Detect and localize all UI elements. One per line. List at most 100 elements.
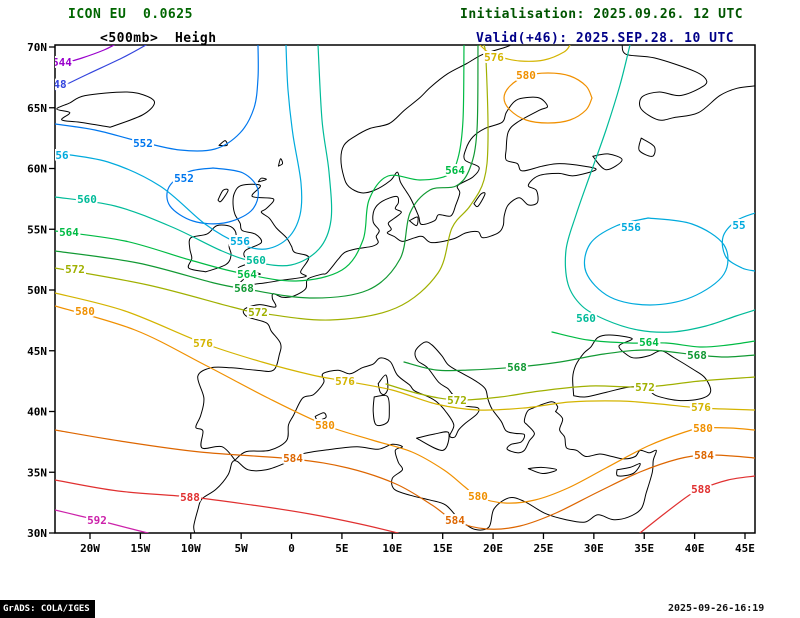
coastline-path	[193, 411, 657, 533]
field-title: <500mb> Heigh	[100, 31, 217, 46]
contour-label-580: 580	[516, 69, 536, 82]
lon-tick-label: 40E	[685, 542, 705, 555]
model-title: ICON EU 0.0625	[68, 7, 193, 22]
contour-label-576: 576	[484, 51, 504, 64]
contour-line-572	[385, 376, 755, 401]
lon-tick-label: 10W	[181, 542, 201, 555]
contour-line-544	[55, 45, 115, 67]
contour-label-580: 580	[693, 422, 713, 435]
contour-label-548: 48	[53, 78, 66, 91]
lat-tick-label: 40N	[27, 406, 47, 419]
contour-label-584: 584	[694, 449, 714, 462]
contour-line-560	[564, 45, 755, 333]
lat-tick-label: 60N	[27, 163, 47, 176]
lat-tick-label: 30N	[27, 527, 47, 540]
contour-line-592	[55, 509, 149, 533]
contour-line-556	[583, 217, 729, 306]
contour-label-572: 572	[635, 381, 655, 394]
lat-tick-label: 65N	[27, 102, 47, 115]
contour-label-556: 55	[732, 219, 745, 232]
coastline-path	[416, 431, 450, 451]
contour-line-580	[55, 305, 755, 504]
coastline-path	[277, 158, 284, 167]
coastline-path	[314, 412, 327, 421]
contour-label-576: 576	[691, 401, 711, 414]
coastline-path	[257, 177, 267, 183]
contour-label-588: 588	[691, 483, 711, 496]
lon-tick-label: 10E	[382, 542, 402, 555]
axis-ticks	[49, 46, 746, 539]
contour-label-556: 556	[621, 221, 641, 234]
init-time-label: Initialisation: 2025.09.26. 12 UTC	[460, 7, 744, 22]
grads-badge-text: GrADS: COLA/IGES	[3, 604, 90, 614]
coastline-path	[217, 188, 229, 203]
contour-label-564: 564	[445, 164, 465, 177]
lon-tick-label: 5E	[335, 542, 348, 555]
grads-badge: GrADS: COLA/IGES	[0, 600, 95, 618]
contour-label-560: 560	[576, 312, 596, 325]
contour-label-564: 564	[639, 336, 659, 349]
map-border	[54, 44, 756, 534]
contour-line-580	[503, 72, 593, 124]
contour-line-568	[403, 349, 755, 372]
contour-label-552: 552	[133, 137, 153, 150]
lat-tick-label: 45N	[27, 345, 47, 358]
contour-label-576: 576	[193, 337, 213, 350]
coastline-path	[473, 192, 486, 208]
contour-label-556: 556	[230, 235, 250, 248]
lon-tick-label: 0	[288, 542, 295, 555]
lon-tick-label: 15E	[433, 542, 453, 555]
contour-line-556	[721, 212, 755, 272]
contour-label-576: 576	[335, 375, 355, 388]
coastline-path	[616, 463, 641, 477]
contour-line-568	[55, 45, 479, 299]
contour-lines	[55, 45, 755, 533]
coastline-path	[234, 341, 559, 461]
contour-label-572: 572	[447, 394, 467, 407]
coastline-path	[621, 45, 755, 121]
contour-label-556: 56	[55, 149, 69, 162]
contour-line-548	[55, 45, 147, 91]
lat-tick-label: 35N	[27, 466, 47, 479]
contour-line-552	[166, 167, 259, 225]
map-frame	[54, 44, 756, 534]
contour-label-568: 568	[507, 361, 527, 374]
contour-label-584: 584	[283, 452, 303, 465]
contour-line-584	[55, 429, 755, 530]
contour-label-588: 588	[180, 491, 200, 504]
coastline-path	[527, 466, 558, 475]
lon-tick-label: 5W	[235, 542, 249, 555]
coastline-path	[187, 224, 237, 273]
contour-label-584: 584	[445, 514, 465, 527]
coastline-path	[218, 140, 228, 147]
contour-label-572: 572	[65, 263, 85, 276]
contour-line-556	[55, 45, 303, 250]
contour-label-564: 564	[59, 226, 79, 239]
contour-line-572	[55, 45, 489, 321]
contour-label-572: 572	[248, 306, 268, 319]
contour-line-588	[55, 479, 399, 533]
lat-tick-label: 50N	[27, 284, 47, 297]
coastline-path	[638, 137, 656, 157]
contour-line-552	[55, 45, 259, 152]
coastline-path	[56, 91, 156, 128]
axis-labels: 20W 15W 10W 5W 0 5E 10E 15E 20E 25E 30E 35E 40E 45E 70…	[27, 41, 755, 555]
contour-label-592: 592	[87, 514, 107, 527]
lon-tick-label: 15W	[130, 542, 150, 555]
lon-tick-label: 20W	[80, 542, 100, 555]
lon-tick-label: 45E	[735, 542, 755, 555]
contour-line-576	[55, 292, 755, 411]
coastline-path	[377, 374, 389, 396]
lat-tick-label: 70N	[27, 41, 47, 54]
contour-label-544: 544	[52, 56, 72, 69]
contour-label-552: 552	[174, 172, 194, 185]
contour-line-576	[479, 45, 571, 62]
creation-timestamp: 2025-09-26-16:19	[668, 603, 765, 614]
coastline-path	[408, 216, 419, 227]
contour-line-564	[551, 331, 755, 348]
contour-label-580: 580	[315, 419, 335, 432]
contour-label-560: 560	[77, 193, 97, 206]
contour-label-580: 580	[75, 305, 95, 318]
